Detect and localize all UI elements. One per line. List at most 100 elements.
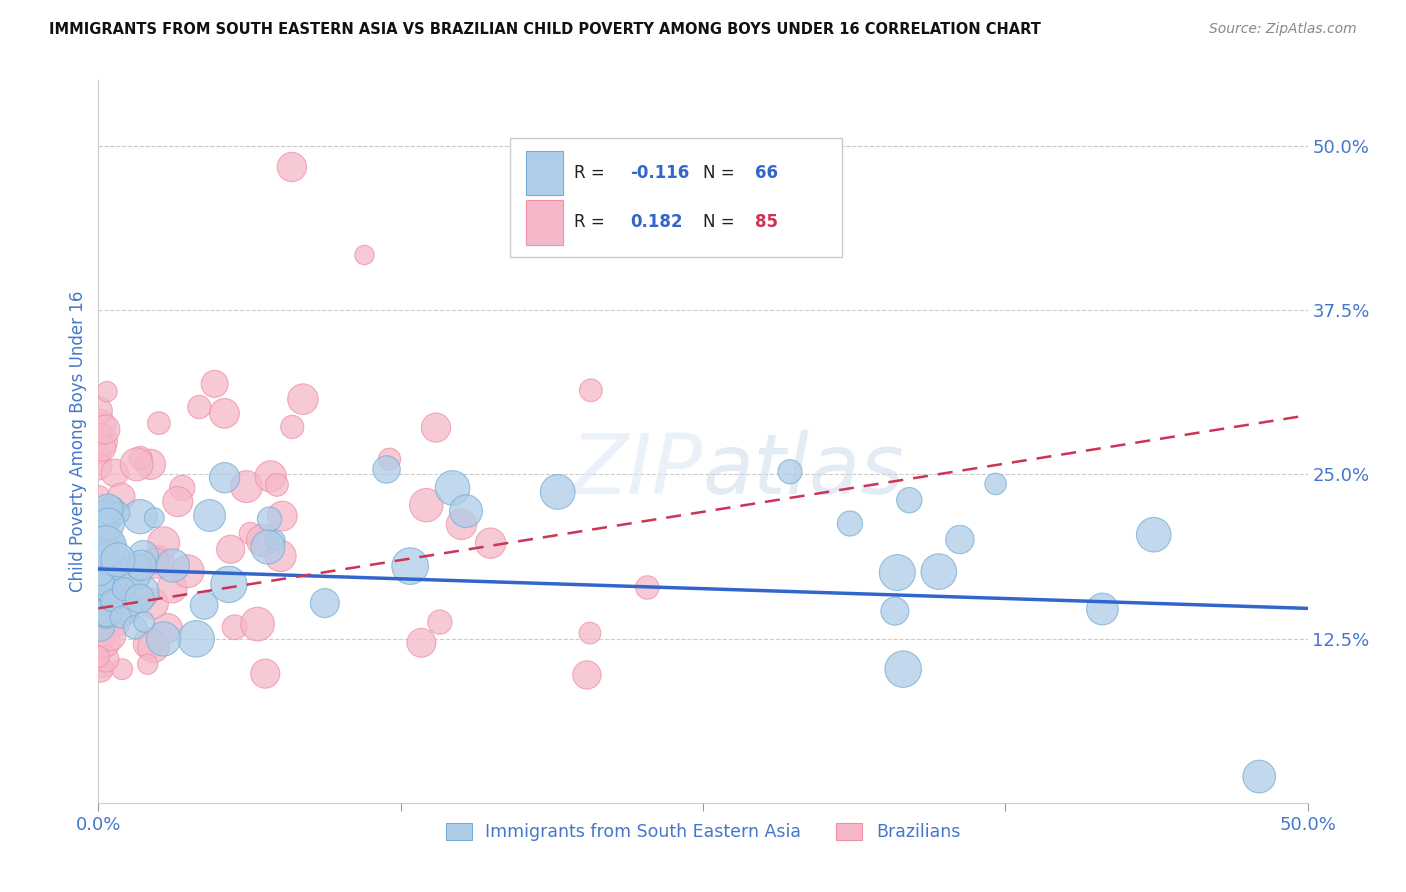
Point <box>89 427 111 442</box>
Point <box>219 542 242 557</box>
Point <box>90 535 112 549</box>
Point <box>128 591 150 606</box>
Point <box>949 533 972 547</box>
Point <box>291 392 314 406</box>
Text: atlas: atlas <box>703 430 904 511</box>
Point <box>264 533 287 548</box>
Point <box>94 505 117 519</box>
Point <box>90 597 112 611</box>
Point <box>193 599 215 613</box>
Point <box>94 652 117 666</box>
Point <box>246 617 269 632</box>
Point <box>103 566 125 581</box>
Point <box>172 481 194 495</box>
Point <box>928 565 950 579</box>
Point <box>97 516 120 531</box>
Point <box>124 620 146 634</box>
Point <box>353 248 375 262</box>
Text: N =: N = <box>703 164 740 182</box>
Point <box>112 582 135 596</box>
Point <box>129 558 152 573</box>
Text: IMMIGRANTS FROM SOUTH EASTERN ASIA VS BRAZILIAN CHILD POVERTY AMONG BOYS UNDER 1: IMMIGRANTS FROM SOUTH EASTERN ASIA VS BR… <box>49 22 1040 37</box>
Point <box>259 512 281 526</box>
Point <box>89 564 111 578</box>
Point <box>87 649 110 664</box>
Point <box>94 533 117 548</box>
Point <box>779 465 801 479</box>
Point <box>94 510 117 524</box>
Point <box>117 607 139 622</box>
Point <box>891 662 914 676</box>
Point <box>441 481 464 495</box>
FancyBboxPatch shape <box>509 138 842 257</box>
Point <box>100 593 122 607</box>
Point <box>131 585 153 599</box>
Point <box>415 498 437 512</box>
Point <box>1091 602 1114 616</box>
Point <box>270 549 292 563</box>
Point <box>160 581 183 595</box>
Point <box>454 504 477 518</box>
Point <box>575 668 598 682</box>
Point <box>107 553 129 567</box>
Point <box>96 559 118 574</box>
Point <box>89 418 111 433</box>
Point <box>411 636 433 650</box>
Point <box>98 583 121 598</box>
Point <box>112 600 135 615</box>
Point <box>90 575 112 590</box>
Point <box>166 494 188 508</box>
Point <box>142 640 165 654</box>
Point <box>886 566 908 580</box>
Point <box>104 466 127 480</box>
Point <box>479 536 502 550</box>
Point <box>94 579 117 593</box>
Legend: Immigrants from South Eastern Asia, Brazilians: Immigrants from South Eastern Asia, Braz… <box>439 815 967 848</box>
Point <box>139 458 162 472</box>
Point <box>96 608 118 623</box>
Point <box>152 535 174 549</box>
Point <box>579 626 602 640</box>
Point <box>110 610 132 624</box>
Point <box>125 458 148 472</box>
Point <box>89 446 111 460</box>
Point <box>143 510 166 524</box>
Point <box>132 615 155 629</box>
Text: 85: 85 <box>755 213 778 231</box>
Point <box>90 434 112 449</box>
Text: N =: N = <box>703 213 740 231</box>
Point <box>94 540 117 554</box>
Point <box>1143 527 1166 541</box>
Point <box>100 558 122 572</box>
Point <box>96 607 118 621</box>
Point <box>375 462 398 476</box>
Point <box>378 452 401 467</box>
Point <box>87 520 110 534</box>
Point <box>984 477 1007 491</box>
Point <box>91 609 114 624</box>
FancyBboxPatch shape <box>526 151 562 195</box>
Point <box>129 509 152 524</box>
Point <box>425 420 447 434</box>
Point <box>87 459 110 474</box>
Point <box>399 559 422 574</box>
Point <box>87 404 110 418</box>
Point <box>94 520 117 534</box>
Point <box>254 666 277 681</box>
Point <box>100 504 122 518</box>
Point <box>450 517 472 532</box>
Point <box>281 420 304 434</box>
Point <box>89 632 111 647</box>
Text: ZIP: ZIP <box>571 430 703 511</box>
Point <box>90 515 112 529</box>
Point <box>89 541 111 555</box>
Point <box>214 406 236 420</box>
Text: R =: R = <box>574 164 610 182</box>
Point <box>97 502 120 516</box>
Text: -0.116: -0.116 <box>630 164 690 182</box>
Point <box>146 555 169 569</box>
Point <box>101 551 124 566</box>
Point <box>186 632 208 646</box>
Point <box>162 558 184 573</box>
Point <box>94 423 117 437</box>
